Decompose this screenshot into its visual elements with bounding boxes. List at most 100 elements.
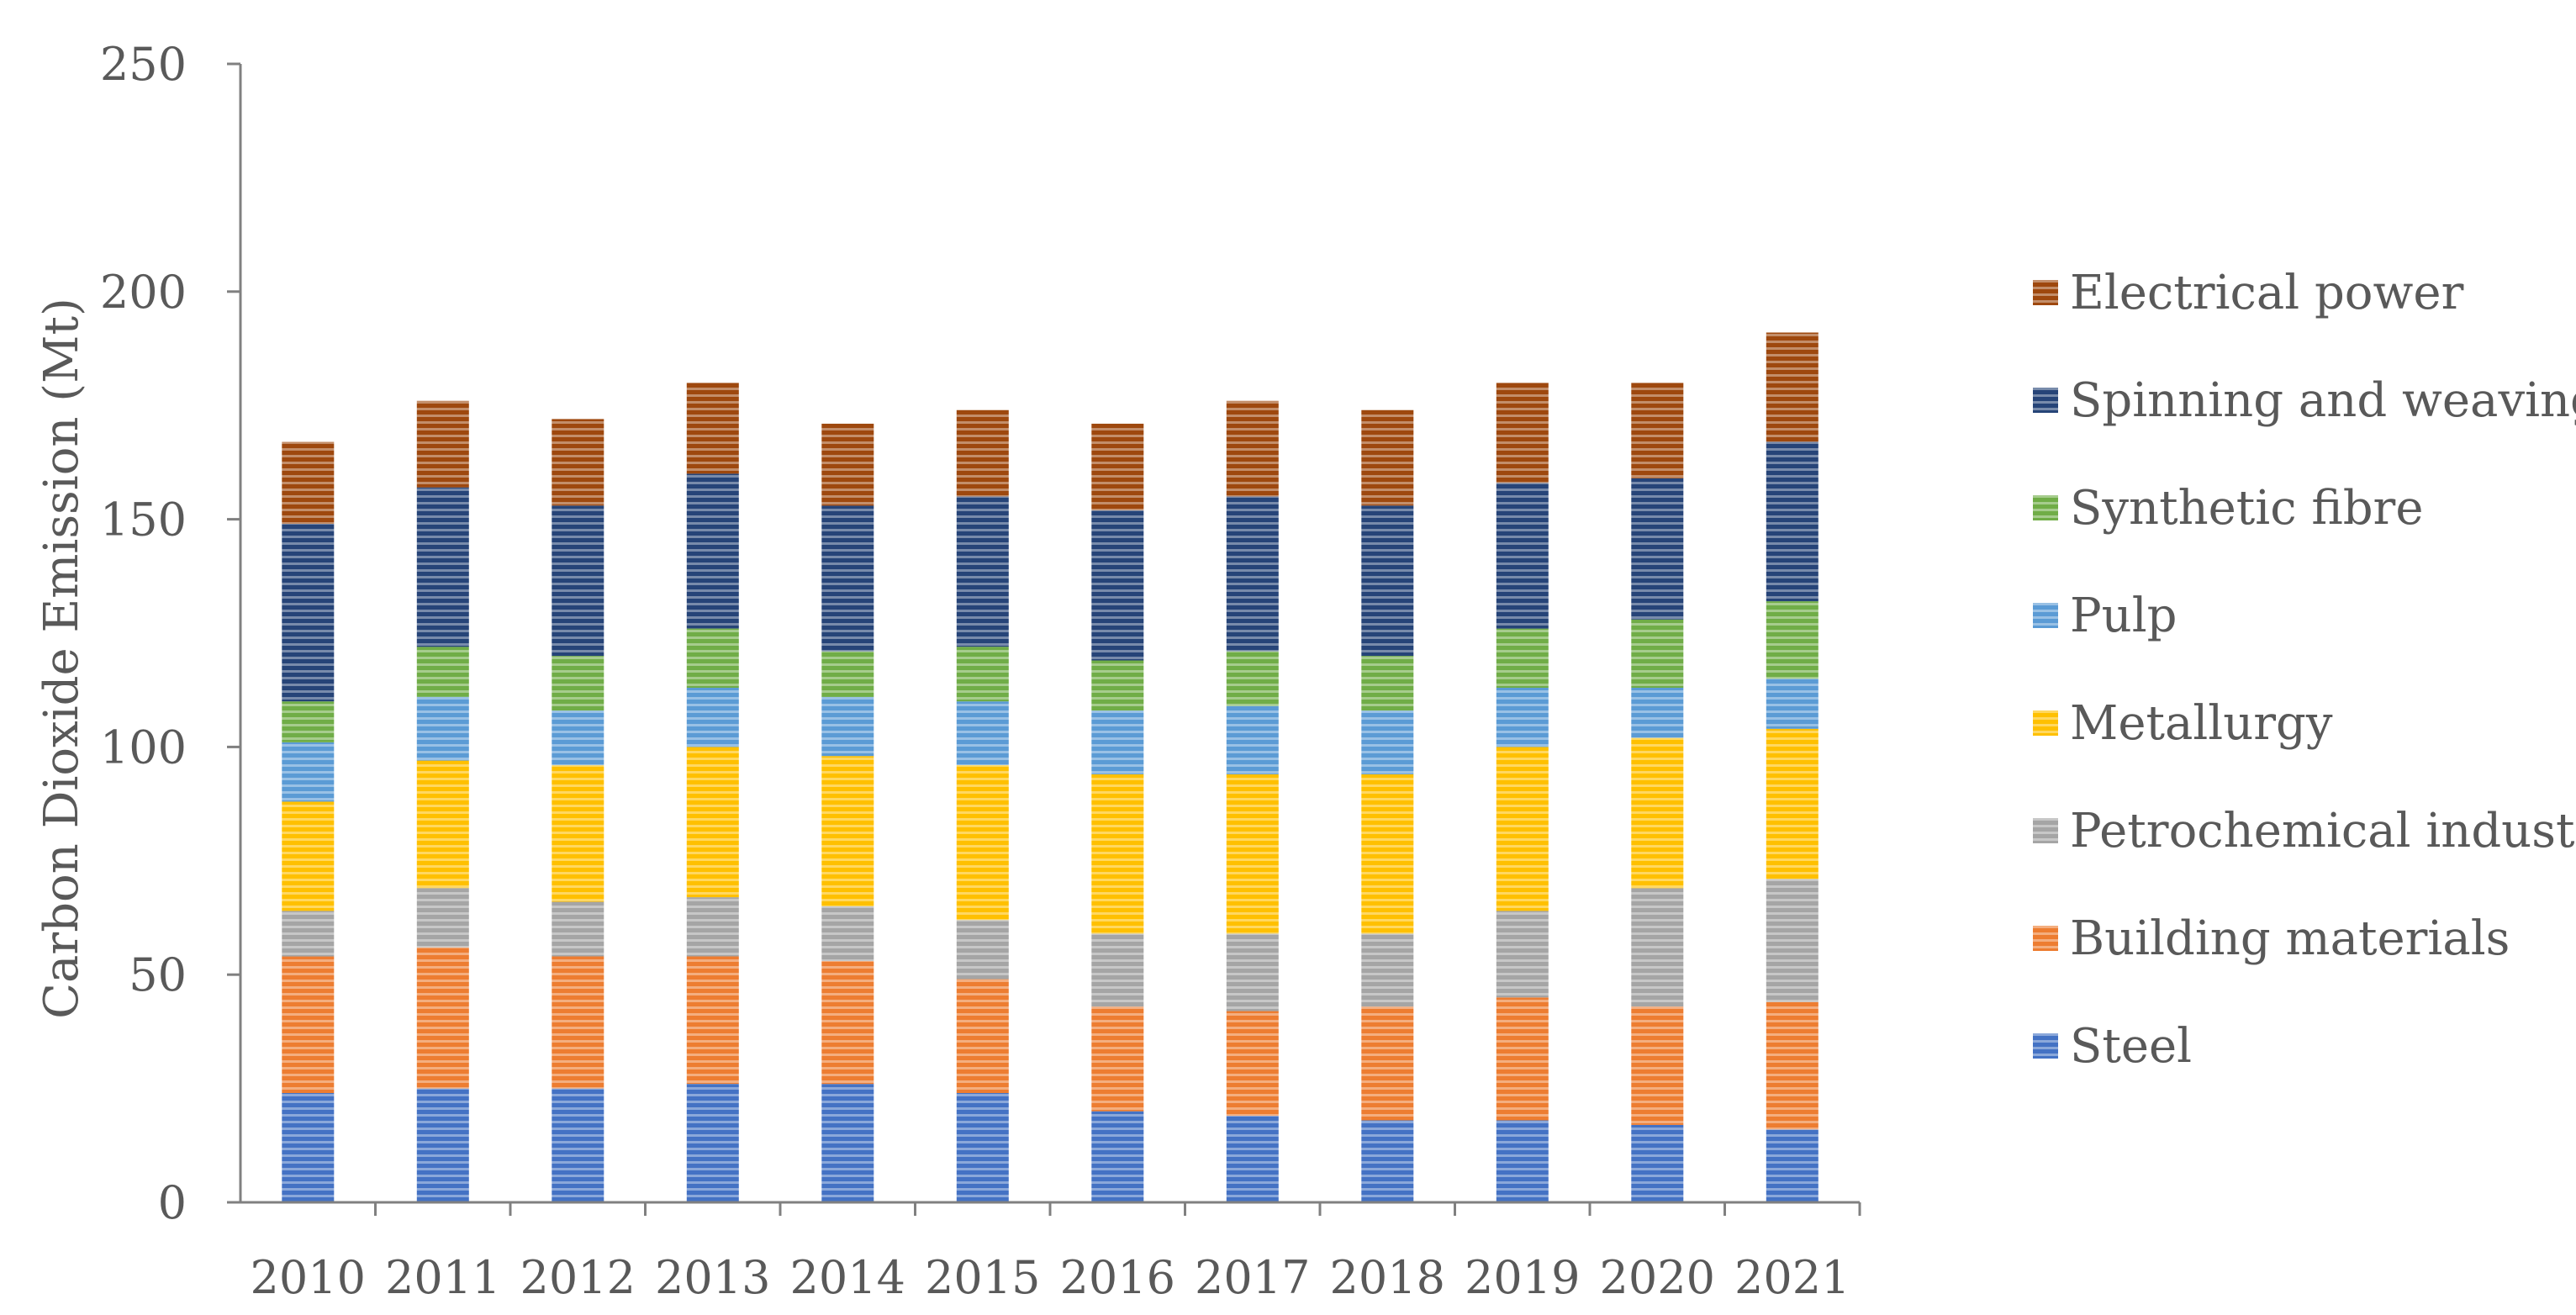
y-tick-label-100: 100: [100, 721, 187, 774]
bar-2014-spinning-and-weaving: [821, 505, 874, 652]
bar-2010-petrochemical-industry: [282, 911, 335, 957]
bar-2010-metallurgy: [282, 801, 335, 911]
legend-item-building-materials: Building materials: [2033, 911, 2510, 966]
bar-2020-pulp: [1631, 688, 1684, 738]
bar-2020-metallurgy: [1631, 737, 1684, 889]
bar-2012-spinning-and-weaving: [552, 505, 604, 657]
bar-2017-synthetic-fibre: [1226, 651, 1279, 706]
bar-2021-pulp: [1766, 679, 1819, 729]
bar-2015-steel: [956, 1093, 1009, 1202]
bar-2015-electrical-power: [956, 409, 1009, 497]
legend-swatch-petrochemical-industry: [2033, 818, 2058, 843]
legend-item-synthetic-fibre: Synthetic fibre: [2033, 481, 2423, 536]
bar-2018-electrical-power: [1361, 409, 1414, 506]
x-tick-label-2013: 2013: [655, 1251, 770, 1304]
bar-2013-metallurgy: [686, 747, 739, 898]
bar-2021-steel: [1766, 1129, 1819, 1202]
bar-2014-electrical-power: [821, 423, 874, 506]
bar-2018-petrochemical-industry: [1361, 933, 1414, 1007]
bar-2013-electrical-power: [686, 383, 739, 474]
bar-2020-building-materials: [1631, 1006, 1684, 1125]
bar-2014-petrochemical-industry: [821, 906, 874, 961]
legend-label-building-materials: Building materials: [2070, 911, 2510, 966]
legend-item-pulp: Pulp: [2033, 589, 2177, 643]
bar-2010-spinning-and-weaving: [282, 524, 335, 702]
bar-2016-building-materials: [1091, 1006, 1144, 1112]
bar-2011-metallurgy: [416, 760, 469, 889]
bar-2014-pulp: [821, 696, 874, 757]
bar-2010-synthetic-fibre: [282, 701, 335, 742]
bar-2012-electrical-power: [552, 419, 604, 506]
legend-swatch-synthetic-fibre: [2033, 495, 2058, 520]
bar-2013-petrochemical-industry: [686, 897, 739, 957]
legend-swatch-spinning-and-weaving: [2033, 388, 2058, 413]
x-tick-label-2011: 2011: [385, 1251, 500, 1304]
bar-2012-building-materials: [552, 956, 604, 1089]
bar-2012-petrochemical-industry: [552, 901, 604, 957]
bar-2019-metallurgy: [1496, 747, 1549, 911]
bar-2020-spinning-and-weaving: [1631, 478, 1684, 620]
bar-2011-steel: [416, 1088, 469, 1202]
bar-2013-spinning-and-weaving: [686, 473, 739, 629]
bar-2018-pulp: [1361, 710, 1414, 774]
bar-2014-steel: [821, 1084, 874, 1202]
bar-2013-steel: [686, 1084, 739, 1202]
x-tick-label-2018: 2018: [1330, 1251, 1445, 1304]
bar-2013-building-materials: [686, 956, 739, 1085]
bar-2011-synthetic-fibre: [416, 647, 469, 697]
bar-2017-steel: [1226, 1116, 1279, 1202]
bar-2020-steel: [1631, 1124, 1684, 1202]
bar-2016-steel: [1091, 1111, 1144, 1202]
bar-2017-spinning-and-weaving: [1226, 496, 1279, 652]
x-tick-label-2019: 2019: [1465, 1251, 1580, 1304]
legend-label-pulp: Pulp: [2070, 589, 2177, 643]
x-tick-label-2015: 2015: [925, 1251, 1040, 1304]
bar-2011-spinning-and-weaving: [416, 487, 469, 647]
bar-2013-synthetic-fibre: [686, 628, 739, 688]
bar-2010-pulp: [282, 742, 335, 802]
x-tick-label-2012: 2012: [520, 1251, 636, 1304]
bar-2021-spinning-and-weaving: [1766, 441, 1819, 602]
legend-swatch-electrical-power: [2033, 280, 2058, 305]
x-tick-label-2021: 2021: [1734, 1251, 1850, 1304]
x-tick-label-2020: 2020: [1600, 1251, 1715, 1304]
bar-2011-building-materials: [416, 947, 469, 1089]
bar-2017-electrical-power: [1226, 400, 1279, 497]
bar-2016-metallurgy: [1091, 774, 1144, 934]
bar-2017-building-materials: [1226, 1011, 1279, 1117]
bar-2015-spinning-and-weaving: [956, 496, 1009, 647]
bar-2020-synthetic-fibre: [1631, 619, 1684, 688]
legend-item-petrochemical-industry: Petrochemical industry: [2033, 804, 2576, 858]
legend: Electrical power Spinning and weaving Synt…: [2033, 266, 2576, 1074]
bar-2015-building-materials: [956, 979, 1009, 1093]
y-tick-label-50: 50: [129, 948, 187, 1001]
bar-2011-petrochemical-industry: [416, 888, 469, 948]
bar-2016-synthetic-fibre: [1091, 660, 1144, 711]
x-tick-label-2017: 2017: [1195, 1251, 1310, 1304]
bar-2019-pulp: [1496, 688, 1549, 747]
bar-2015-petrochemical-industry: [956, 920, 1009, 980]
bar-2015-synthetic-fibre: [956, 647, 1009, 702]
legend-label-metallurgy: Metallurgy: [2070, 696, 2333, 751]
bar-2016-electrical-power: [1091, 423, 1144, 510]
y-tick-label-0: 0: [158, 1176, 187, 1229]
bar-2010-steel: [282, 1093, 335, 1202]
bar-2017-pulp: [1226, 705, 1279, 774]
bar-2021-petrochemical-industry: [1766, 879, 1819, 1002]
bar-2019-steel: [1496, 1120, 1549, 1202]
bar-2011-pulp: [416, 696, 469, 761]
bar-2018-metallurgy: [1361, 774, 1414, 934]
bar-2017-petrochemical-industry: [1226, 933, 1279, 1011]
bar-2012-synthetic-fibre: [552, 656, 604, 711]
bar-2019-electrical-power: [1496, 383, 1549, 483]
bar-2010-building-materials: [282, 956, 335, 1093]
axes-layer: 2010 2011 2012 2013 2014 2015 2016 2017 2018 2019…: [34, 38, 1861, 1304]
bar-2020-electrical-power: [1631, 383, 1684, 478]
legend-label-synthetic-fibre: Synthetic fibre: [2070, 481, 2423, 536]
bar-2019-building-materials: [1496, 997, 1549, 1121]
bar-2016-pulp: [1091, 710, 1144, 774]
legend-swatch-metallurgy: [2033, 710, 2058, 736]
bar-2018-building-materials: [1361, 1006, 1414, 1121]
y-tick-label-150: 150: [100, 494, 187, 547]
